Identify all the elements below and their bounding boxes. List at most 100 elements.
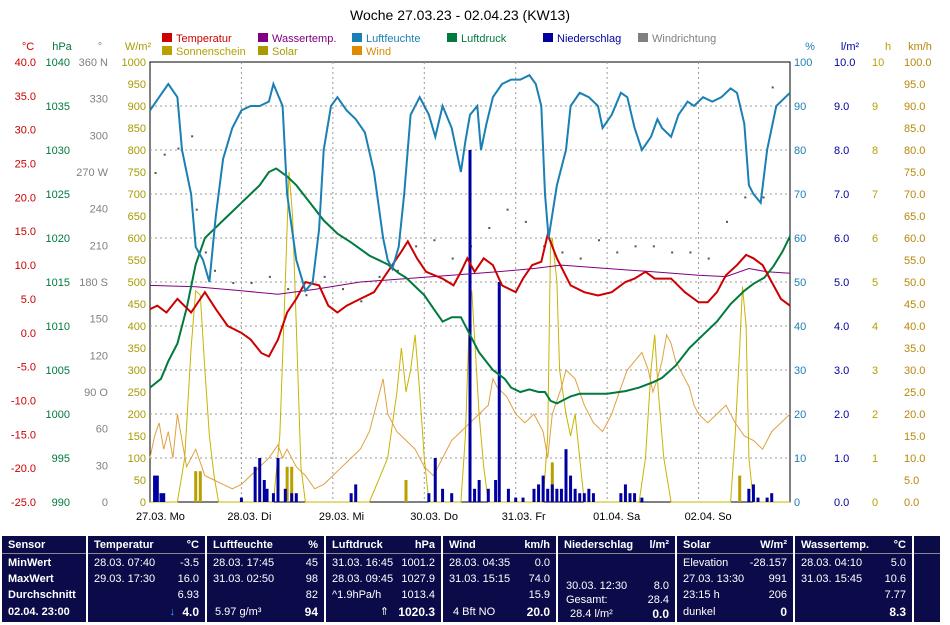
rain-bar <box>265 488 269 502</box>
rain-bar <box>555 488 559 502</box>
solar-axis-tick: 850 <box>128 123 146 135</box>
water-current-value: 8.3 <box>889 605 906 619</box>
wind-axis-tick: 0.0 <box>904 497 919 509</box>
x-tick-label: 27.03. Mo <box>136 511 185 523</box>
rain-bar <box>433 458 437 502</box>
temp-avg-value: 6.93 <box>177 589 199 601</box>
humidity-axis-tick: 50 <box>794 277 806 289</box>
legend-label: Niederschlag <box>557 33 621 45</box>
humidity-current-value: 94 <box>304 605 318 619</box>
wind-max-value: 74.0 <box>528 573 550 585</box>
temp-axis-tick: 40.0 <box>15 57 36 69</box>
rain-axis-tick: 9.0 <box>834 101 849 113</box>
solar-axis-tick: 900 <box>128 101 146 113</box>
stats-table: Sensor MinWert MaxWert Durchschnitt 02.0… <box>0 530 950 625</box>
rain-bar <box>541 475 545 502</box>
sunshine-bar <box>738 475 742 502</box>
wind-direction-point <box>323 275 326 278</box>
wind-max-time: 31.03. 15:15 <box>449 573 511 585</box>
solar-axis-tick: 400 <box>128 321 146 333</box>
wind-direction-point <box>561 251 564 254</box>
humidity-min-time: 28.03. 17:45 <box>213 557 275 569</box>
rain-bar <box>486 488 490 502</box>
wind-direction-point <box>214 269 216 272</box>
rain-bar <box>587 488 591 502</box>
panel-solar: Solar W/m² Elevation -28.157 27.03. 13:3… <box>677 536 793 622</box>
humidity-min-value: 45 <box>305 557 318 569</box>
rain-axis-tick: 4.0 <box>834 321 849 333</box>
rain-axis-tick: 5.0 <box>834 277 849 289</box>
wind-axis-tick: 20.0 <box>904 409 925 421</box>
solar-axis-tick: 800 <box>128 145 146 157</box>
wind-direction-point <box>634 245 637 248</box>
pressure-line <box>149 167 791 405</box>
rain-axis-tick: 6.0 <box>834 233 849 245</box>
legend-label: Sonnenschein <box>176 46 246 58</box>
min-label: MinWert <box>8 557 52 569</box>
rain-bar <box>283 488 287 502</box>
sunshine-bar <box>404 480 408 502</box>
solar-unit: W/m² <box>760 539 787 551</box>
humidity-header: Luftfeuchte <box>213 539 273 551</box>
wind-direction-point <box>163 153 166 156</box>
legend-swatch <box>447 33 457 42</box>
rain-bar <box>262 480 266 502</box>
direction-axis-tick: 150 <box>90 314 108 326</box>
solar-axis-tick: 1000 <box>122 57 146 69</box>
solar-axis-tick: 350 <box>128 343 146 355</box>
x-tick-label: 30.03. Do <box>410 511 458 523</box>
pressure-axis-tick: 995 <box>52 453 70 465</box>
wind-axis-tick: 75.0 <box>904 167 925 179</box>
wind-axis-tick: 25.0 <box>904 387 925 399</box>
solar-axis-tick: 250 <box>128 387 146 399</box>
sunshine-bar <box>198 471 202 502</box>
direction-axis-tick: 360 N <box>79 57 108 69</box>
wind-direction-point <box>154 172 157 174</box>
wind-axis-tick: 80.0 <box>904 145 925 157</box>
temp-axis-tick: -10.0 <box>11 395 36 407</box>
sunshine-bar <box>194 471 198 502</box>
x-tick-label: 29.03. Mi <box>319 511 364 523</box>
chart-title: Woche 27.03.23 - 02.04.23 (KW13) <box>350 7 570 23</box>
rain-bar <box>506 488 510 502</box>
pressure-axis-tick: 1040 <box>46 57 70 69</box>
temp-axis-tick: 20.0 <box>15 192 36 204</box>
rain-axis-tick: 1.0 <box>834 453 849 465</box>
solar-elevation-value: -28.157 <box>749 557 787 569</box>
legend-label: Solar <box>272 46 298 58</box>
solar-axis-tick: 200 <box>128 409 146 421</box>
panel-pressure: Luftdruck hPa 31.03. 16:45 1001.2 28.03.… <box>326 536 441 622</box>
direction-axis-tick: 270 W <box>76 167 108 179</box>
wind-direction-point <box>771 86 774 89</box>
rain-bar <box>349 493 353 502</box>
wind-direction-point <box>707 257 710 260</box>
rain-bar <box>765 497 769 502</box>
pressure-header: Luftdruck <box>332 539 383 551</box>
wind-direction-point <box>726 220 728 223</box>
temp-axis-tick: 0.0 <box>21 328 36 340</box>
solar-axis-tick: 50 <box>134 475 146 487</box>
solar-state: dunkel <box>683 606 716 618</box>
rain-header: Niederschlag <box>564 539 634 551</box>
rain-bar <box>294 493 298 502</box>
rain-bar <box>473 488 477 502</box>
rain-unit: l/m² <box>649 539 669 551</box>
rain-bar <box>258 458 262 502</box>
wind-direction-point <box>579 257 582 260</box>
wind-axis-unit: km/h <box>908 41 932 53</box>
legend-label: Windrichtung <box>652 33 716 45</box>
solar-axis-tick: 500 <box>128 277 146 289</box>
water-max-value: 10.6 <box>884 573 906 585</box>
humidity-avg-value: 82 <box>305 589 318 601</box>
humidity-max-time: 31.03. 02:50 <box>213 573 275 585</box>
humidity-max-value: 98 <box>305 573 318 585</box>
direction-axis-tick: 30 <box>96 460 108 472</box>
rain-bar <box>494 480 498 502</box>
wind-direction-point <box>305 294 308 297</box>
rain-bar <box>578 493 582 502</box>
temp-max-time: 29.03. 17:30 <box>94 573 156 585</box>
solar-axis-tick: 0 <box>140 497 146 509</box>
water-avg-value: 7.77 <box>884 589 906 601</box>
avg-label: Durchschnitt <box>8 589 76 601</box>
wind-axis-tick: 90.0 <box>904 101 925 113</box>
